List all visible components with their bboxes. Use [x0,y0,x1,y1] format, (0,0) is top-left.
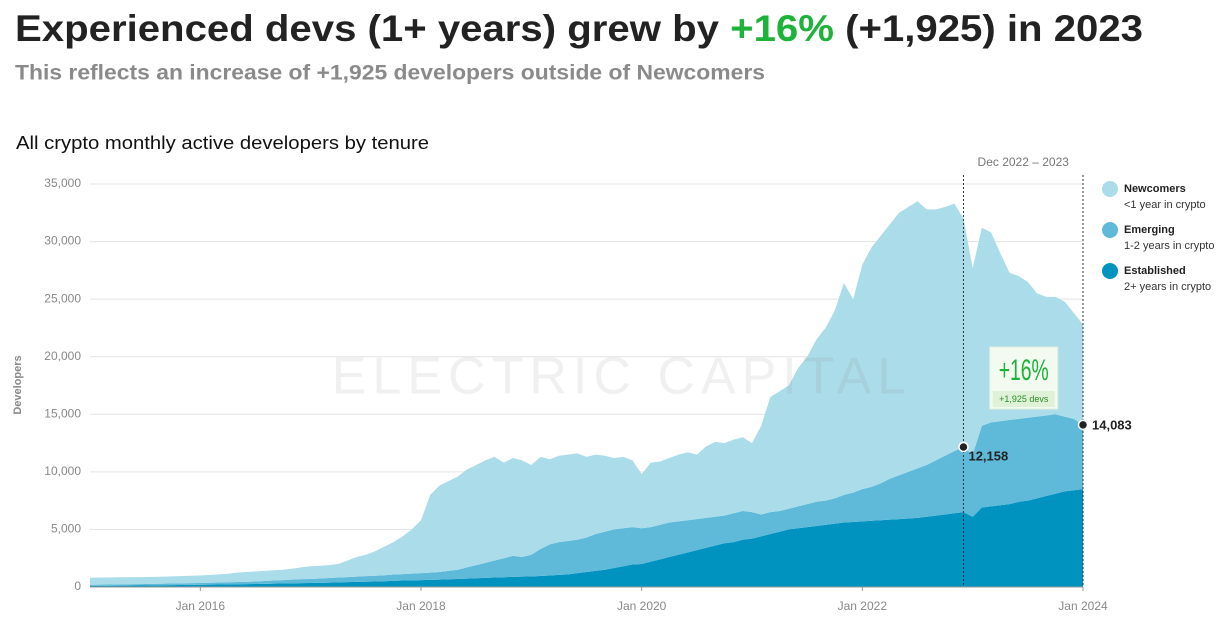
marker-label: 12,158 [968,448,1008,463]
y-tick-label: 35,000 [44,176,81,190]
chart-heading: All crypto monthly active developers by … [16,133,429,153]
y-tick-label: 30,000 [44,234,81,248]
y-tick-label: 0 [74,579,81,593]
marker-dot [958,441,969,453]
x-tick-label: Jan 2020 [617,599,667,613]
y-tick-label: 20,000 [44,349,81,363]
y-tick-label: 15,000 [44,406,81,420]
x-tick-label: Jan 2022 [838,599,888,613]
callout-headline: +16% [999,354,1049,387]
area [90,201,1083,585]
legend-description: 1-2 years in crypto [1124,240,1214,252]
area [90,414,1083,586]
marker-dot [1077,419,1089,431]
legend-label: Emerging [1124,224,1175,236]
y-axis-label: Developers [12,355,24,414]
subtitle: This reflects an increase of +1,925 deve… [15,62,765,85]
area [90,489,1083,587]
x-tick-label: Jan 2018 [396,599,446,613]
legend-label: Established [1124,265,1186,277]
callout-note: +1,925 devs [999,394,1049,404]
marker-label: 14,083 [1092,417,1132,432]
legend-swatch [1102,263,1118,279]
legend-swatch [1102,181,1118,197]
legend-swatch [1102,222,1118,238]
y-tick-label: 10,000 [44,464,81,478]
callout-note-bg [992,391,1055,407]
period-label: Dec 2022 – 2023 [978,155,1070,169]
y-tick-label: 5,000 [51,522,81,536]
legend-description: 2+ years in crypto [1124,281,1211,293]
x-tick-label: Jan 2024 [1058,599,1108,613]
title: Experienced devs (1+ years) grew by +16%… [15,8,1143,49]
watermark: ELECTRIC CAPITAL [332,348,912,406]
legend-label: Newcomers [1124,183,1186,195]
y-tick-label: 25,000 [44,291,81,305]
x-tick-label: Jan 2016 [176,599,226,613]
legend-description: <1 year in crypto [1124,199,1206,211]
